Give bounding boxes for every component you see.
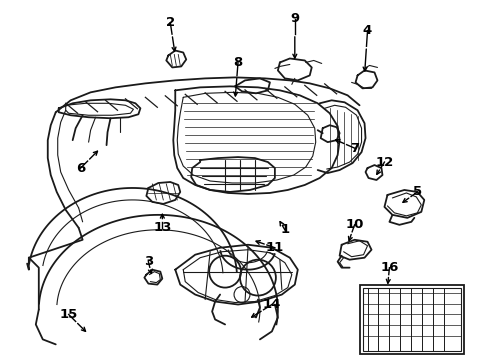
Bar [360,285,464,354]
Text: 2: 2 [166,16,175,29]
Text: 6: 6 [76,162,85,175]
Text: 13: 13 [153,221,172,234]
Text: 7: 7 [350,141,359,155]
Text: 11: 11 [266,241,284,254]
Text: 3: 3 [144,255,153,268]
Bar [363,288,461,351]
Text: 8: 8 [233,56,243,69]
Text: 10: 10 [345,218,364,231]
Text: 9: 9 [290,12,299,25]
Text: 16: 16 [380,261,399,274]
Text: 14: 14 [263,298,281,311]
Text: 12: 12 [375,156,393,168]
Text: 4: 4 [363,24,372,37]
Text: 15: 15 [60,308,78,321]
Text: 5: 5 [413,185,422,198]
Text: 1: 1 [280,223,290,236]
